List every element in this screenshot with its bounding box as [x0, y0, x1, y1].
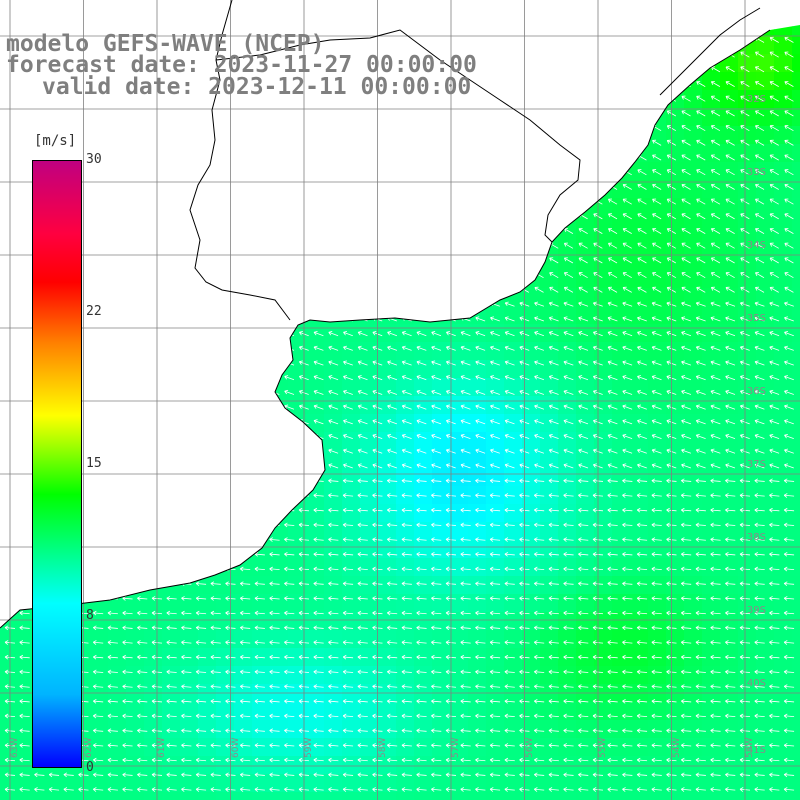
coastline-icon	[0, 29, 771, 629]
lat-label: 39S	[746, 605, 766, 616]
lon-label: 59W	[304, 737, 314, 758]
lat-label: 41S	[746, 745, 766, 756]
colorbar-tick: 15	[86, 456, 102, 471]
lon-label: 62W	[84, 737, 94, 758]
lon-label: 63W	[10, 737, 20, 758]
colorbar-tick: 0	[86, 760, 94, 775]
lat-label: 38S	[746, 532, 766, 543]
lon-label: 60W	[231, 737, 241, 758]
lat-label: 37S	[746, 459, 766, 470]
river-border-icon	[189, 0, 761, 321]
lat-label: 34S	[746, 240, 766, 251]
lat-label: 33S	[746, 167, 766, 178]
lon-label: 61W	[157, 737, 167, 758]
lon-label: 58W	[378, 737, 388, 758]
lon-label: 56W	[525, 737, 535, 758]
lon-label: 57W	[451, 737, 461, 758]
forecast-date: forecast date: 2023-11-27 00:00:00	[6, 52, 477, 78]
lat-label: 40S	[746, 678, 766, 689]
lon-label: 55W	[598, 737, 608, 758]
lat-label: 32S	[746, 94, 766, 105]
lon-label: 53W	[745, 737, 755, 758]
colorbar	[32, 160, 82, 768]
colorbar-tick: 30	[86, 152, 102, 167]
map-title: modelo GEFS-WAVE (NCEP)	[6, 31, 325, 57]
lon-label: 54W	[672, 737, 682, 758]
lat-label: 35S	[746, 313, 766, 324]
colorbar-tick: 8	[86, 608, 94, 623]
colorbar-unit: [m/s]	[34, 133, 77, 149]
lat-label: 36S	[746, 386, 766, 397]
valid-date: valid date: 2023-12-11 00:00:00	[42, 74, 472, 100]
colorbar-tick: 22	[86, 304, 102, 319]
